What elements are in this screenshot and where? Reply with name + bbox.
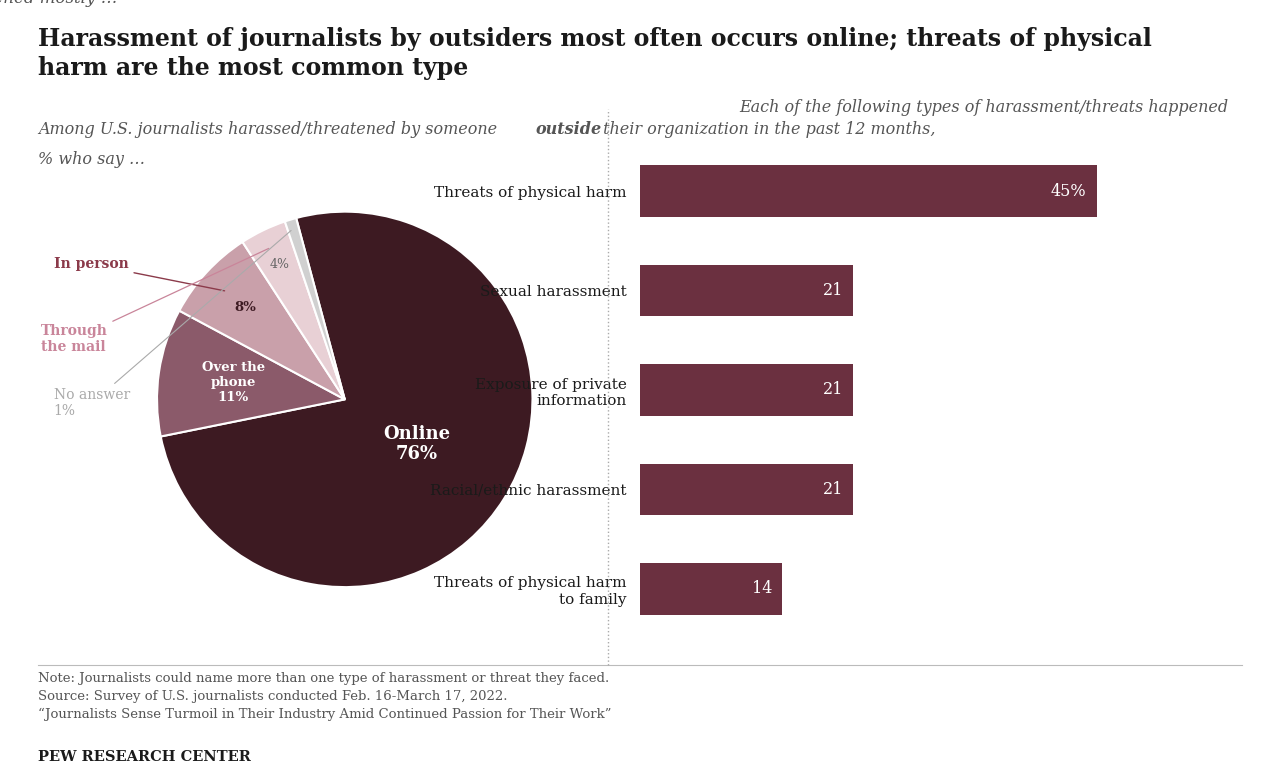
Wedge shape — [285, 218, 344, 399]
Text: 8%: 8% — [234, 301, 256, 314]
Text: Through
the mail: Through the mail — [41, 249, 269, 354]
Text: 45%: 45% — [1051, 183, 1087, 200]
Text: PEW RESEARCH CENTER: PEW RESEARCH CENTER — [38, 750, 251, 764]
Text: 21: 21 — [823, 381, 844, 399]
Bar — [640, 563, 782, 615]
Wedge shape — [179, 242, 344, 399]
Text: Among U.S. journalists harassed/threatened by someone: Among U.S. journalists harassed/threaten… — [38, 121, 503, 138]
Text: Source: Survey of U.S. journalists conducted Feb. 16-March 17, 2022.: Source: Survey of U.S. journalists condu… — [38, 690, 508, 704]
Text: Online
76%: Online 76% — [383, 424, 451, 463]
Wedge shape — [161, 211, 532, 587]
Text: Each of the following types of harassment/threats happened: Each of the following types of harassmen… — [740, 99, 1229, 116]
Text: their organization in the past 12 months,: their organization in the past 12 months… — [598, 121, 936, 138]
Text: 4%: 4% — [269, 257, 289, 271]
Text: % who say …: % who say … — [38, 151, 146, 168]
Text: Harassment of journalists by outsiders most often occurs online; threats of phys: Harassment of journalists by outsiders m… — [38, 27, 1152, 80]
Text: outside: outside — [535, 121, 602, 138]
Bar — [640, 264, 854, 317]
Text: It happened mostly …: It happened mostly … — [0, 0, 118, 7]
Text: “Journalists Sense Turmoil in Their Industry Amid Continued Passion for Their Wo: “Journalists Sense Turmoil in Their Indu… — [38, 708, 612, 722]
Bar — [640, 165, 1097, 217]
Text: Over the
phone
11%: Over the phone 11% — [202, 361, 265, 405]
Wedge shape — [242, 222, 344, 399]
Text: 21: 21 — [823, 481, 844, 498]
Bar — [640, 463, 854, 516]
Text: In person: In person — [54, 257, 224, 291]
Text: 21: 21 — [823, 282, 844, 299]
Text: No answer
1%: No answer 1% — [54, 230, 291, 418]
Wedge shape — [157, 310, 344, 437]
Text: Note: Journalists could name more than one type of harassment or threat they fac: Note: Journalists could name more than o… — [38, 672, 609, 686]
Text: 14: 14 — [751, 580, 772, 597]
Bar — [640, 364, 854, 416]
